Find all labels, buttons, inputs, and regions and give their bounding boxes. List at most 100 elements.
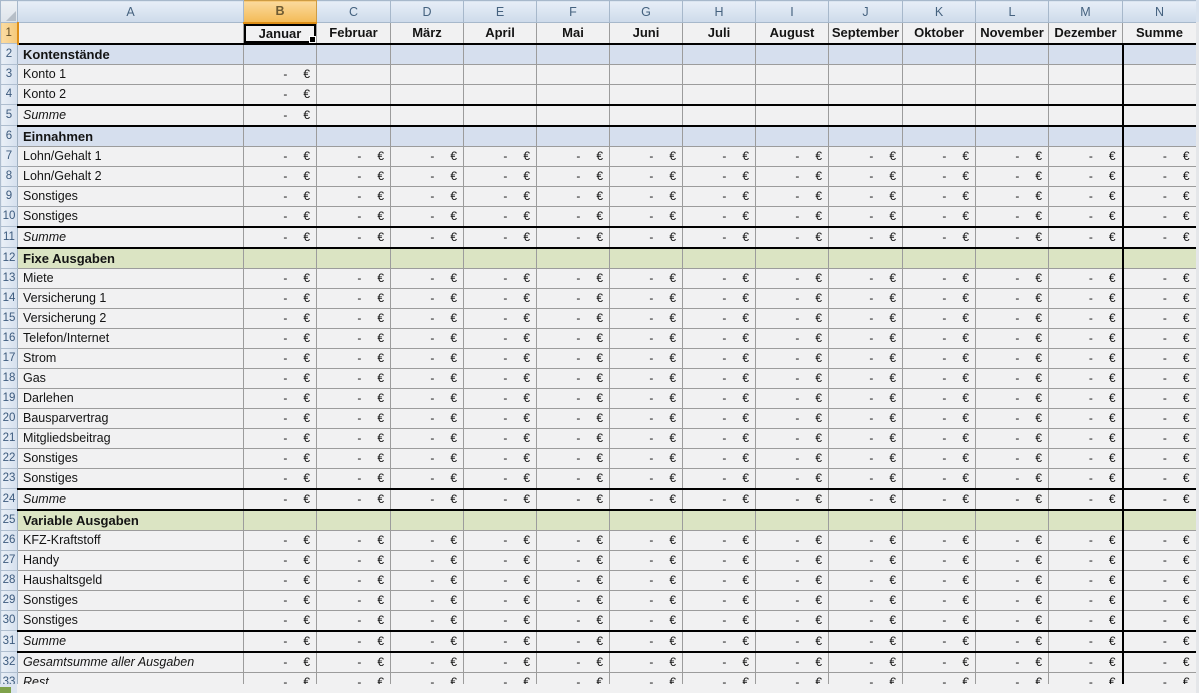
cell-A4[interactable]: Konto 2 bbox=[17, 83, 244, 105]
cell-I8[interactable]: - € bbox=[755, 165, 829, 187]
cell-L25[interactable] bbox=[975, 509, 1049, 531]
cell-G4[interactable] bbox=[609, 83, 683, 105]
cell-K24[interactable]: - € bbox=[902, 487, 976, 511]
cell-N1[interactable]: Summe bbox=[1122, 22, 1197, 45]
cell-H23[interactable]: - € bbox=[682, 467, 756, 489]
cell-H7[interactable]: - € bbox=[682, 145, 756, 167]
cell-N10[interactable]: - € bbox=[1121, 205, 1198, 227]
cell-D23[interactable]: - € bbox=[390, 467, 464, 489]
cell-G19[interactable]: - € bbox=[609, 387, 683, 409]
cell-F32[interactable]: - € bbox=[536, 651, 610, 673]
cell-A31[interactable]: Summe bbox=[17, 629, 244, 653]
cell-G16[interactable]: - € bbox=[609, 327, 683, 349]
cell-I30[interactable]: - € bbox=[755, 609, 829, 631]
cell-N15[interactable]: - € bbox=[1121, 307, 1198, 329]
cell-E2[interactable] bbox=[463, 43, 537, 65]
cell-L29[interactable]: - € bbox=[975, 589, 1049, 611]
cell-L11[interactable]: - € bbox=[975, 225, 1049, 249]
cell-L30[interactable]: - € bbox=[975, 609, 1049, 631]
cell-F4[interactable] bbox=[536, 83, 610, 105]
cell-E30[interactable]: - € bbox=[463, 609, 537, 631]
cell-M23[interactable]: - € bbox=[1048, 467, 1123, 489]
cell-D28[interactable]: - € bbox=[390, 569, 464, 591]
cell-F3[interactable] bbox=[536, 63, 610, 85]
cell-K21[interactable]: - € bbox=[902, 427, 976, 449]
row-header-23[interactable]: 23 bbox=[0, 467, 18, 489]
cell-H25[interactable] bbox=[682, 509, 756, 531]
cell-J2[interactable] bbox=[828, 43, 903, 65]
cell-L6[interactable] bbox=[975, 125, 1049, 147]
cell-A11[interactable]: Summe bbox=[17, 225, 244, 249]
cell-H6[interactable] bbox=[682, 125, 756, 147]
cell-H11[interactable]: - € bbox=[682, 225, 756, 249]
cell-J17[interactable]: - € bbox=[828, 347, 903, 369]
row-header-31[interactable]: 31 bbox=[0, 630, 18, 652]
cell-C8[interactable]: - € bbox=[316, 165, 391, 187]
cell-J19[interactable]: - € bbox=[828, 387, 903, 409]
cell-I21[interactable]: - € bbox=[755, 427, 829, 449]
cell-K29[interactable]: - € bbox=[902, 589, 976, 611]
cell-G15[interactable]: - € bbox=[609, 307, 683, 329]
row-header-11[interactable]: 11 bbox=[0, 226, 18, 248]
cell-E13[interactable]: - € bbox=[463, 267, 537, 289]
cell-D21[interactable]: - € bbox=[390, 427, 464, 449]
column-header-H[interactable]: H bbox=[682, 0, 756, 23]
cell-J24[interactable]: - € bbox=[828, 487, 903, 511]
cell-J14[interactable]: - € bbox=[828, 287, 903, 309]
cell-D5[interactable] bbox=[390, 103, 464, 127]
cell-K4[interactable] bbox=[902, 83, 976, 105]
cell-B12[interactable] bbox=[243, 247, 317, 269]
cell-F8[interactable]: - € bbox=[536, 165, 610, 187]
cell-F2[interactable] bbox=[536, 43, 610, 65]
cell-A8[interactable]: Lohn/Gehalt 2 bbox=[17, 165, 244, 187]
cell-N17[interactable]: - € bbox=[1121, 347, 1198, 369]
cell-F29[interactable]: - € bbox=[536, 589, 610, 611]
cell-B20[interactable]: - € bbox=[243, 407, 317, 429]
cell-K20[interactable]: - € bbox=[902, 407, 976, 429]
cell-C12[interactable] bbox=[316, 247, 391, 269]
cell-C28[interactable]: - € bbox=[316, 569, 391, 591]
cell-K25[interactable] bbox=[902, 509, 976, 531]
cell-F30[interactable]: - € bbox=[536, 609, 610, 631]
cell-B30[interactable]: - € bbox=[243, 609, 317, 631]
cell-E16[interactable]: - € bbox=[463, 327, 537, 349]
cell-J3[interactable] bbox=[828, 63, 903, 85]
column-header-K[interactable]: K bbox=[902, 0, 976, 23]
cell-E4[interactable] bbox=[463, 83, 537, 105]
cell-H22[interactable]: - € bbox=[682, 447, 756, 469]
row-header-19[interactable]: 19 bbox=[0, 387, 18, 409]
cell-N13[interactable]: - € bbox=[1121, 267, 1198, 289]
cell-G25[interactable] bbox=[609, 509, 683, 531]
cell-N22[interactable]: - € bbox=[1121, 447, 1198, 469]
cell-N8[interactable]: - € bbox=[1121, 165, 1198, 187]
cell-G24[interactable]: - € bbox=[609, 487, 683, 511]
cell-F10[interactable]: - € bbox=[536, 205, 610, 227]
cell-J31[interactable]: - € bbox=[828, 629, 903, 653]
cell-N9[interactable]: - € bbox=[1121, 185, 1198, 207]
cell-D19[interactable]: - € bbox=[390, 387, 464, 409]
cell-J25[interactable] bbox=[828, 509, 903, 531]
cell-A6[interactable]: Einnahmen bbox=[17, 125, 244, 147]
cell-A26[interactable]: KFZ-Kraftstoff bbox=[17, 529, 244, 551]
cell-N12[interactable] bbox=[1121, 247, 1198, 269]
cell-C31[interactable]: - € bbox=[316, 629, 391, 653]
cell-J1[interactable]: September bbox=[828, 22, 903, 45]
cell-F11[interactable]: - € bbox=[536, 225, 610, 249]
cell-A3[interactable]: Konto 1 bbox=[17, 63, 244, 85]
cell-D11[interactable]: - € bbox=[390, 225, 464, 249]
cell-M29[interactable]: - € bbox=[1048, 589, 1123, 611]
cell-L18[interactable]: - € bbox=[975, 367, 1049, 389]
cell-M28[interactable]: - € bbox=[1048, 569, 1123, 591]
cell-M19[interactable]: - € bbox=[1048, 387, 1123, 409]
cell-G5[interactable] bbox=[609, 103, 683, 127]
cell-E21[interactable]: - € bbox=[463, 427, 537, 449]
cell-L14[interactable]: - € bbox=[975, 287, 1049, 309]
cell-D32[interactable]: - € bbox=[390, 651, 464, 673]
cell-I20[interactable]: - € bbox=[755, 407, 829, 429]
cell-B32[interactable]: - € bbox=[243, 651, 317, 673]
row-header-10[interactable]: 10 bbox=[0, 205, 18, 227]
cell-I7[interactable]: - € bbox=[755, 145, 829, 167]
cell-F7[interactable]: - € bbox=[536, 145, 610, 167]
cell-L4[interactable] bbox=[975, 83, 1049, 105]
cell-E9[interactable]: - € bbox=[463, 185, 537, 207]
